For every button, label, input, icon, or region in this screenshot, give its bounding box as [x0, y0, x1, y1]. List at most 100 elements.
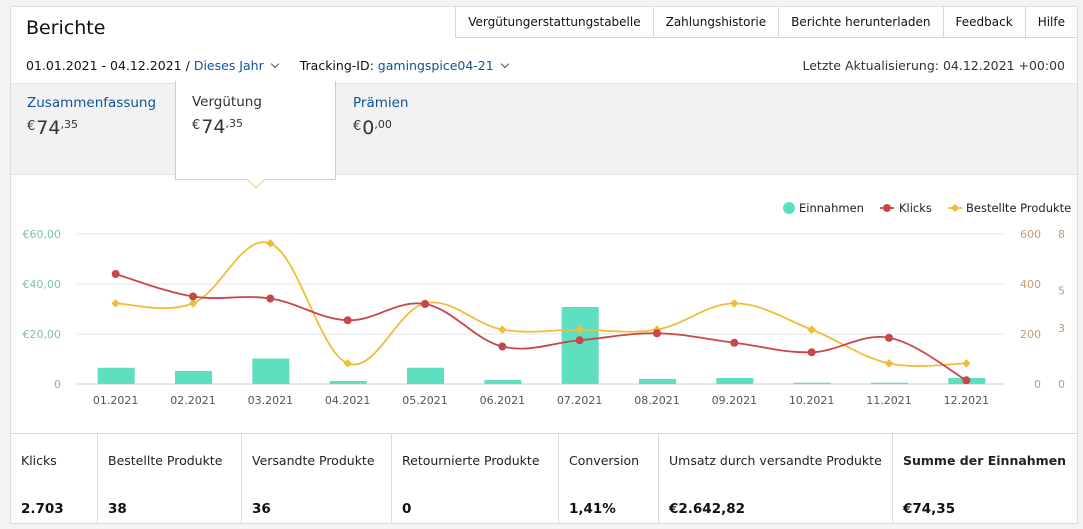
y-tick-label-left: €60,00 [23, 228, 62, 241]
tab-summary[interactable]: Zusammenfassung €74,35 [27, 95, 156, 139]
metric-clicks: Klicks 2.703 [11, 434, 98, 524]
bar-einnahmen[interactable] [871, 382, 908, 384]
chevron-down-icon[interactable] [500, 59, 509, 69]
bar-einnahmen[interactable] [329, 381, 367, 384]
point-klicks[interactable] [653, 329, 661, 338]
metrics-row: Klicks 2.703 Bestellte Produkte 38 Versa… [11, 433, 1077, 524]
bar-einnahmen[interactable] [175, 371, 212, 384]
tracking-dropdown[interactable]: gamingspice04-21 [377, 58, 494, 73]
x-tick-label: 04.2021 [325, 394, 371, 407]
metric-total-earnings: Summe der Einnahmen €74,35 [903, 453, 1067, 517]
point-klicks[interactable] [343, 316, 352, 325]
y-tick-label-left: 0 [54, 378, 61, 391]
legend-label-einnahmen: Einnahmen [799, 201, 864, 215]
x-tick-label: 01.2021 [93, 394, 139, 407]
bar-einnahmen[interactable] [252, 358, 290, 385]
point-klicks[interactable] [575, 336, 584, 345]
line-klicks [115, 273, 967, 382]
metric-shipped-revenue: Umsatz durch versandte Produkte €2.642,8… [659, 434, 893, 524]
date-range: 01.01.2021 - 04.12.2021 [26, 58, 182, 73]
x-tick-label: 07.2021 [557, 394, 603, 407]
point-bestellte-produkte[interactable] [730, 299, 739, 308]
legend-marker-klicks [883, 204, 891, 212]
y-tick-label-products: 3 [1058, 322, 1065, 335]
point-bestellte-produkte[interactable] [807, 325, 816, 334]
point-klicks[interactable] [807, 348, 816, 357]
y-tick-label-products: 0 [1058, 378, 1065, 391]
point-bestellte-produkte[interactable] [343, 359, 352, 368]
bar-einnahmen[interactable] [484, 380, 522, 384]
point-bestellte-produkte[interactable] [266, 239, 275, 248]
legend-marker-einnahmen [783, 202, 795, 214]
page-title: Berichte [26, 17, 106, 39]
tab-bonus-amount: €0,00 [353, 117, 392, 139]
x-tick-label: 03.2021 [248, 394, 294, 407]
tab-summary-label[interactable]: Zusammenfassung [27, 95, 157, 111]
tracking-filter: Tracking-ID: gamingspice04-21 [299, 58, 509, 73]
tracking-label: Tracking-ID: [299, 58, 374, 73]
metric-conversion: Conversion 1,41% [559, 434, 659, 524]
bar-einnahmen[interactable] [97, 367, 135, 384]
reports-card: Berichte Vergütungerstattungstabelle Zah… [10, 6, 1078, 524]
point-klicks[interactable] [421, 300, 429, 308]
metric-shipped-products: Versandte Produkte 36 [242, 434, 392, 524]
tab-earnings-label[interactable]: Vergütung [192, 94, 262, 110]
point-bestellte-produkte[interactable] [498, 325, 507, 334]
nav-payment-history[interactable]: Zahlungshistorie [652, 7, 779, 38]
point-bestellte-produkte[interactable] [188, 299, 198, 308]
filter-bar: 01.01.2021 - 04.12.2021 / Dieses Jahr Tr… [26, 58, 509, 73]
x-tick-label: 12.2021 [944, 394, 990, 407]
x-tick-label: 09.2021 [712, 394, 758, 407]
tab-earnings-amount: €74,35 [192, 116, 243, 138]
y-tick-label-clicks: 0 [1034, 378, 1041, 391]
x-tick-label: 11.2021 [866, 394, 912, 407]
x-tick-label: 02.2021 [170, 394, 216, 407]
point-klicks[interactable] [730, 338, 739, 347]
earnings-chart: 0 €20,00 €40,00 €60,00 0 200 400 600 0 3 5 8 01.2021… [23, 201, 1072, 407]
point-bestellte-produkte[interactable] [575, 325, 584, 334]
bar-einnahmen[interactable] [716, 378, 754, 384]
bar-einnahmen[interactable] [793, 382, 831, 384]
y-tick-label-clicks: 400 [1020, 278, 1041, 291]
nav-refund-table[interactable]: Vergütungerstattungstabelle [455, 7, 653, 38]
point-klicks[interactable] [189, 292, 197, 301]
chevron-down-icon[interactable] [270, 59, 279, 69]
x-tick-label: 08.2021 [634, 394, 680, 407]
point-bestellte-produkte[interactable] [962, 359, 971, 368]
point-klicks[interactable] [111, 270, 120, 278]
y-tick-label-left: €20,00 [23, 328, 62, 341]
tab-bar: Zusammenfassung €74,35 Prämien €0,00 [11, 83, 1077, 175]
x-tick-label: 10.2021 [789, 394, 835, 407]
legend-label-klicks: Klicks [899, 201, 932, 215]
y-tick-label-clicks: 200 [1020, 328, 1041, 341]
legend-label-produkte: Bestellte Produkte [966, 201, 1071, 215]
point-klicks[interactable] [266, 294, 275, 303]
tab-bonus[interactable]: Prämien €0,00 [353, 95, 409, 139]
period-dropdown[interactable]: Dieses Jahr [193, 58, 264, 73]
point-klicks[interactable] [962, 376, 971, 385]
point-klicks[interactable] [498, 342, 507, 351]
x-tick-label: 05.2021 [402, 394, 448, 407]
top-navigation: Vergütungerstattungstabelle Zahlungshist… [455, 7, 1077, 38]
x-tick-label: 06.2021 [480, 394, 526, 407]
metric-returned-products: Retournierte Produkte 0 [392, 434, 559, 524]
bar-einnahmen[interactable] [407, 367, 444, 384]
last-update: Letzte Aktualisierung: 04.12.2021 +00:00 [802, 58, 1066, 73]
point-bestellte-produkte[interactable] [884, 359, 894, 368]
metric-ordered-products: Bestellte Produkte 38 [98, 434, 242, 524]
tab-bonus-label[interactable]: Prämien [353, 95, 409, 111]
bar-einnahmen[interactable] [639, 379, 676, 384]
point-bestellte-produkte[interactable] [111, 299, 120, 308]
y-tick-label-clicks: 600 [1020, 228, 1041, 241]
date-separator: / [185, 58, 190, 73]
nav-feedback[interactable]: Feedback [942, 7, 1025, 38]
tab-summary-amount: €74,35 [27, 117, 78, 139]
tab-earnings[interactable]: Vergütung €74,35 [175, 81, 336, 189]
bar-einnahmen[interactable] [561, 307, 599, 384]
point-klicks[interactable] [885, 333, 893, 342]
y-tick-label-left: €40,00 [23, 278, 62, 291]
nav-download-reports[interactable]: Berichte herunterladen [778, 7, 943, 38]
y-tick-label-products: 5 [1058, 284, 1065, 297]
legend-marker-produkte [950, 203, 960, 213]
nav-help[interactable]: Hilfe [1024, 7, 1077, 38]
